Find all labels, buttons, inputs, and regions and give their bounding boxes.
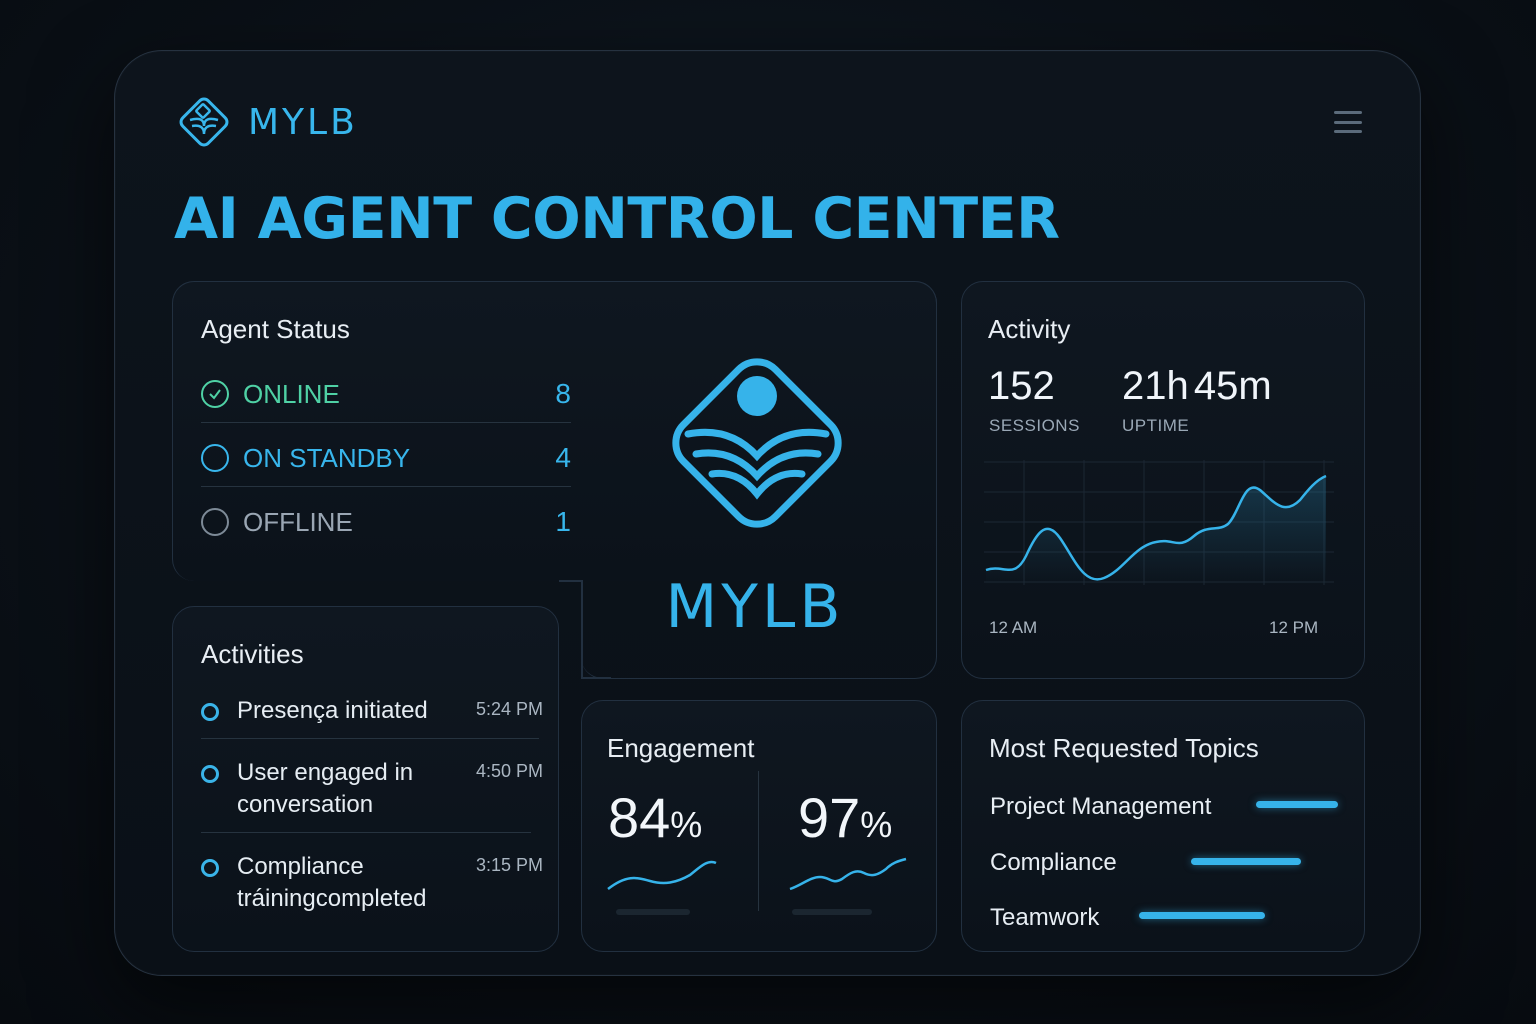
card-edge bbox=[559, 580, 583, 582]
sessions-label: SESSIONS bbox=[989, 416, 1080, 435]
status-label: ON STANDBY bbox=[243, 442, 411, 473]
topic-label[interactable]: Teamwork bbox=[990, 904, 1100, 931]
engagement-track-2 bbox=[792, 909, 872, 915]
engagement-track-1 bbox=[616, 909, 690, 915]
sessions-value: 152 bbox=[988, 364, 1055, 408]
activity-text: Compliance tráiningcompleted bbox=[237, 853, 427, 912]
engagement-metric-1: 84% bbox=[608, 785, 702, 850]
engagement-sparkline-2 bbox=[789, 857, 907, 891]
activities-card: Activities Presença initiated 5:24 PM Us… bbox=[172, 606, 559, 952]
divider bbox=[758, 771, 759, 911]
activities-title: Activities bbox=[201, 639, 304, 669]
engagement-unit: % bbox=[670, 804, 703, 845]
card-edge bbox=[581, 580, 583, 679]
circle-icon bbox=[201, 444, 229, 472]
brand-name: MYLB bbox=[248, 101, 358, 143]
divider bbox=[201, 832, 531, 833]
bullet-icon bbox=[201, 765, 219, 783]
topics-title: Most Requested Topics bbox=[989, 733, 1259, 763]
mylb-large-logo-icon bbox=[672, 358, 842, 528]
activity-time: 3:15 PM bbox=[475, 855, 543, 875]
activity-time: 4:50 PM bbox=[475, 761, 543, 781]
status-label: OFFLINE bbox=[243, 506, 353, 537]
engagement-title: Engagement bbox=[607, 733, 755, 763]
uptime-value: 21h 45m bbox=[1122, 364, 1272, 408]
list-item[interactable]: Presença initiated 5:24 PM bbox=[201, 695, 543, 735]
status-row-offline[interactable]: OFFLINE 1 bbox=[201, 490, 571, 554]
divider bbox=[201, 422, 571, 423]
status-label: ONLINE bbox=[243, 378, 340, 409]
topic-bar bbox=[1256, 801, 1338, 808]
x-axis-start-label: 12 AM bbox=[989, 618, 1038, 637]
agent-status-card: Agent Status ONLINE 8 ON STANDBY 4 OFFLI… bbox=[172, 281, 937, 581]
topic-bar bbox=[1139, 912, 1265, 919]
activity-title: Activity bbox=[988, 314, 1071, 344]
engagement-value: 84 bbox=[608, 786, 671, 849]
brand[interactable]: MYLB bbox=[172, 90, 358, 154]
status-row-online[interactable]: ONLINE 8 bbox=[201, 362, 571, 426]
circle-icon bbox=[201, 508, 229, 536]
engagement-sparkline-1 bbox=[607, 860, 717, 890]
hamburger-menu-icon[interactable] bbox=[1332, 108, 1364, 136]
topic-label[interactable]: Compliance bbox=[990, 849, 1117, 876]
engagement-card: Engagement 84% 97% bbox=[581, 700, 937, 952]
status-count: 8 bbox=[555, 378, 571, 409]
activity-text: User engaged in conversation bbox=[237, 759, 414, 818]
uptime-label: UPTIME bbox=[1122, 416, 1190, 435]
divider bbox=[201, 486, 571, 487]
mylb-logo-icon bbox=[179, 97, 229, 147]
engagement-metric-2: 97% bbox=[798, 785, 892, 850]
check-circle-icon bbox=[201, 380, 229, 408]
engagement-value: 97 bbox=[798, 786, 861, 849]
topic-label[interactable]: Project Management bbox=[990, 793, 1212, 820]
agent-status-title: Agent Status bbox=[201, 314, 350, 344]
list-item[interactable]: User engaged in conversation 4:50 PM bbox=[201, 757, 543, 827]
status-count: 1 bbox=[555, 506, 571, 537]
divider bbox=[201, 738, 539, 739]
bullet-icon bbox=[201, 703, 219, 721]
activity-card: Activity 152 SESSIONS 21h 45m UPTIME 12 … bbox=[961, 281, 1365, 679]
x-axis-end-label: 12 PM bbox=[1269, 618, 1319, 637]
activity-text: Presença initiated bbox=[237, 697, 428, 724]
topic-bar bbox=[1191, 858, 1301, 865]
page-title: AI AGENT CONTROL CENTER bbox=[174, 186, 1060, 252]
status-row-standby[interactable]: ON STANDBY 4 bbox=[201, 426, 571, 490]
topics-card: Most Requested Topics Project Management… bbox=[961, 700, 1365, 952]
list-item[interactable]: Compliance tráiningcompleted 3:15 PM bbox=[201, 851, 543, 921]
activity-time: 5:24 PM bbox=[475, 699, 543, 719]
center-logo-card bbox=[581, 281, 937, 679]
card-edge bbox=[581, 677, 611, 679]
status-count: 4 bbox=[555, 442, 571, 473]
center-logo-label: MYLB bbox=[665, 572, 845, 642]
activity-line-chart bbox=[984, 460, 1334, 585]
engagement-unit: % bbox=[860, 804, 893, 845]
bullet-icon bbox=[201, 859, 219, 877]
